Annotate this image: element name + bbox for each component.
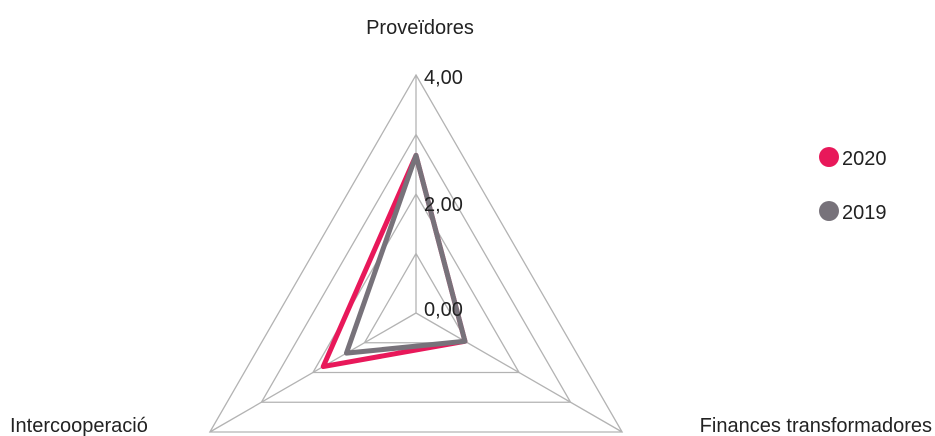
- grid-ring-2: [311, 192, 521, 374]
- grid-ring-3: [260, 133, 572, 403]
- legend-marker-2019: [819, 201, 839, 221]
- grid-ring-4: [208, 73, 624, 433]
- legend-label-2020: 2020: [842, 148, 887, 170]
- tick-label-0: 0,00: [424, 299, 463, 321]
- legend-marker-2020: [819, 147, 839, 167]
- series-line-2019: [343, 152, 468, 356]
- radar-grid: [208, 73, 624, 433]
- tick-label-4: 4,00: [424, 67, 463, 89]
- grid-spoke-1: [415, 312, 623, 433]
- grid-spoke-2: [209, 312, 417, 433]
- radar-series: [320, 152, 468, 370]
- legend-label-2019: 2019: [842, 202, 887, 224]
- legend: 2020 2019: [819, 147, 887, 224]
- axis-label-finances: Finances transformadores: [700, 415, 932, 436]
- tick-label-2: 2,00: [424, 194, 463, 216]
- grid-ring-1: [363, 252, 469, 344]
- axis-label-proveidores: Proveïdores: [366, 17, 474, 39]
- axis-label-intercooperacio: Intercooperació: [10, 415, 148, 436]
